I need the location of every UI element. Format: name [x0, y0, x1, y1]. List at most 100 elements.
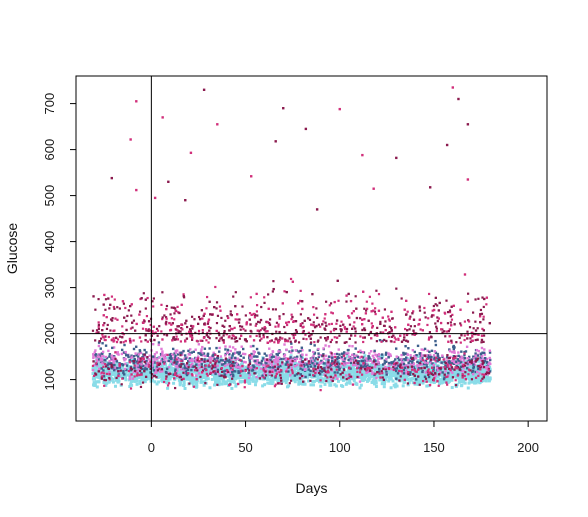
data-point: [108, 307, 111, 310]
data-point: [179, 365, 182, 368]
data-point: [218, 334, 221, 337]
data-point: [305, 373, 309, 377]
data-point: [453, 360, 456, 364]
data-point: [365, 374, 369, 378]
data-point: [264, 367, 267, 370]
data-point: [225, 371, 228, 375]
data-point: [107, 362, 110, 365]
data-point: [265, 354, 268, 357]
data-point: [438, 356, 441, 360]
data-point: [221, 363, 224, 366]
data-point: [144, 364, 148, 367]
data-point: [310, 357, 313, 360]
data-point: [158, 365, 162, 369]
data-point: [291, 372, 295, 376]
data-point: [178, 377, 182, 381]
data-point: [356, 360, 359, 363]
data-point: [212, 353, 215, 357]
data-point: [234, 384, 238, 388]
data-point: [195, 363, 198, 366]
data-point: [93, 382, 97, 386]
data-point: [281, 370, 285, 374]
data-point: [257, 374, 261, 378]
data-point: [436, 359, 439, 363]
data-point: [248, 360, 252, 364]
data-point: [393, 372, 397, 376]
data-point: [284, 372, 288, 376]
data-point: [201, 345, 204, 349]
data-point: [223, 330, 226, 333]
data-point: [488, 368, 492, 372]
data-point: [151, 343, 155, 346]
data-point: [304, 362, 307, 366]
data-point: [396, 374, 400, 378]
data-point: [132, 347, 136, 351]
data-point: [257, 372, 261, 376]
data-point: [429, 374, 433, 378]
data-point: [432, 354, 436, 357]
data-point: [331, 364, 334, 367]
data-point: [447, 374, 450, 377]
data-point: [221, 359, 224, 362]
data-point: [199, 360, 202, 364]
data-point: [340, 328, 343, 331]
data-point: [201, 329, 204, 332]
data-point: [476, 370, 479, 374]
data-point: [187, 349, 190, 353]
data-point: [188, 372, 192, 376]
data-point: [451, 359, 454, 363]
data-point: [207, 341, 210, 344]
data-point: [273, 365, 276, 368]
data-point: [282, 367, 286, 371]
data-point: [202, 366, 205, 370]
data-point: [179, 375, 183, 378]
data-point: [239, 371, 243, 375]
data-point: [322, 377, 326, 381]
data-point: [471, 311, 475, 314]
data-point: [309, 379, 312, 382]
data-point: [161, 380, 165, 384]
data-point: [415, 371, 419, 375]
data-point: [354, 330, 357, 333]
data-point: [174, 349, 177, 353]
data-point: [434, 377, 438, 381]
data-point: [447, 364, 451, 367]
data-point: [384, 365, 387, 369]
data-point: [180, 360, 183, 363]
data-point: [145, 374, 149, 378]
data-point: [182, 380, 186, 384]
data-point: [371, 372, 374, 376]
data-point: [216, 368, 220, 372]
data-point: [116, 366, 119, 370]
data-point: [273, 367, 276, 370]
data-point: [151, 365, 154, 368]
data-point: [214, 372, 217, 376]
data-point: [202, 383, 206, 387]
data-point: [148, 377, 152, 381]
data-point: [174, 354, 177, 358]
data-point: [484, 365, 488, 369]
data-point: [241, 369, 244, 373]
data-point: [477, 297, 480, 300]
data-point: [299, 361, 302, 365]
data-point: [291, 359, 294, 363]
data-point: [270, 378, 274, 382]
data-point: [331, 371, 335, 375]
data-point: [118, 307, 121, 310]
data-point: [337, 348, 340, 351]
data-point: [475, 348, 479, 352]
data-point: [169, 375, 173, 379]
data-point: [253, 350, 256, 354]
data-point: [405, 356, 408, 359]
data-point: [384, 378, 388, 382]
data-point: [338, 369, 342, 373]
data-point: [476, 377, 480, 381]
data-point: [192, 350, 196, 354]
data-point: [486, 369, 489, 372]
data-point: [383, 362, 386, 365]
data-point: [263, 328, 266, 331]
data-point: [446, 361, 449, 365]
data-point: [295, 378, 299, 382]
data-point: [250, 366, 253, 369]
data-point: [202, 374, 206, 378]
